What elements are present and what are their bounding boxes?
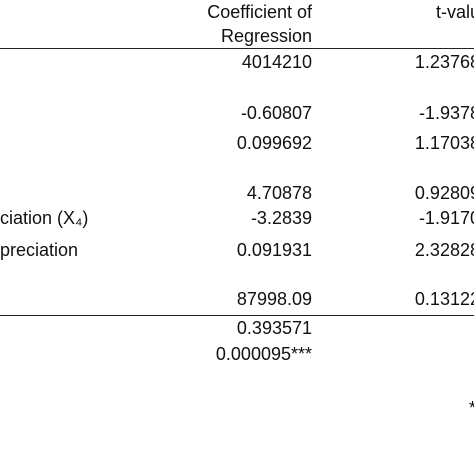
coefficient: 4014210 (241, 52, 312, 72)
row-label: ciation (X₄) (0, 208, 89, 228)
t-value: 0.131222 (414, 289, 474, 309)
t-value: -1.93785 (418, 103, 474, 123)
coefficient: -0.60807 (240, 103, 312, 123)
coefficient: 4.70878 (246, 183, 312, 203)
header-rule (0, 48, 474, 49)
coefficient: 0.099692 (236, 133, 312, 153)
footer-rule (0, 315, 474, 316)
t-value: *** (469, 397, 474, 419)
coefficient: 0.091931 (236, 240, 312, 260)
t-value: -1.91703 (418, 208, 474, 228)
t-value: 2.328281 (414, 240, 474, 260)
header-coefficient: Coefficient of (207, 2, 312, 22)
row-label: preciation (0, 240, 79, 260)
t-value: 1.170383 (414, 133, 474, 153)
coefficient: 0.000095*** (215, 344, 312, 364)
coefficient: -3.2839 (250, 208, 312, 228)
t-value: 1.237681 (414, 52, 474, 72)
header-t-value: t-value (435, 2, 474, 22)
t-value: 0.928098 (414, 183, 474, 203)
header-coefficient: Regression (220, 26, 312, 46)
coefficient: 0.393571 (236, 318, 312, 338)
coefficient: 87998.09 (236, 289, 312, 309)
